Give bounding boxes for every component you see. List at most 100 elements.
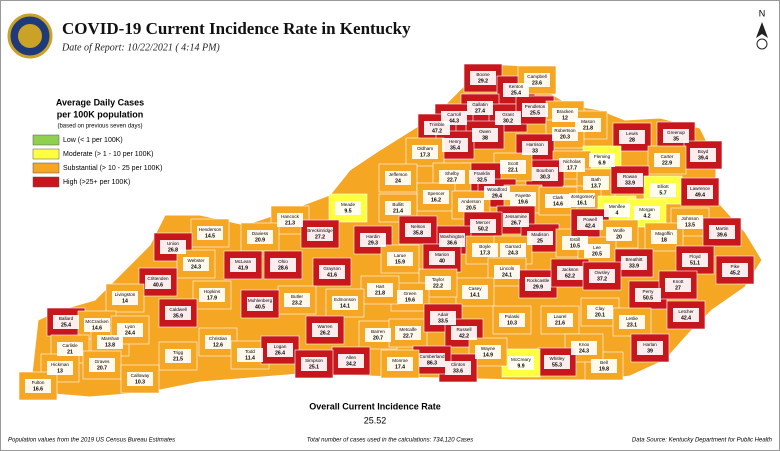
county-label-box [494,265,520,279]
county-rate: 28 [629,137,635,143]
county-name: Harrison [526,142,544,147]
county-label-box [525,277,551,291]
county-label-box [367,283,393,297]
county-name: Robertson [554,128,576,133]
county-label-box [267,343,293,357]
county-rate: 47.2 [432,128,442,134]
county-rate: 21.6 [555,320,565,326]
county-name: Nelson [411,224,426,229]
county-label-box [205,335,231,349]
county-label-box [587,305,613,319]
county-name: Jefferson [389,172,408,177]
county-label-box [583,176,609,190]
county-name: Greenup [667,130,685,135]
county-name: Union [167,241,179,246]
county-name: Warren [318,324,333,329]
county-name: Green [404,291,417,296]
county-label-box [430,311,456,325]
county-rate: 25 [537,238,543,244]
county-name: Metcalfe [399,327,417,332]
county-name: Grayson [323,266,341,271]
county-label-box [503,83,529,97]
county-name: McCreary [511,357,532,362]
county-name: Barren [371,329,385,334]
county-rate: 45.2 [730,270,740,276]
county-name: Marshall [101,336,118,341]
county-label-box [467,101,493,115]
county-label-box [405,223,431,237]
county-name: Washington [440,234,465,239]
county-rate: 36.6 [447,240,457,246]
county-name: Monroe [392,358,408,363]
county-name: Hickman [51,362,69,367]
county-rate: 29.4 [492,193,502,199]
summary-label: Overall Current Incidence Rate [309,401,441,411]
county-name: Spencer [427,191,445,196]
county-name: Lyon [125,324,135,329]
county-name: Owsley [594,270,610,275]
county-label-box [230,258,256,272]
county-label-box [117,323,143,337]
county-label-box [500,243,526,257]
county-label-box [589,153,615,167]
legend-label: Low (< 1 per 100K) [63,137,123,144]
county-rate: 21.8 [583,125,593,131]
county-label-box [663,129,689,143]
county-rate: 33.5 [438,318,448,324]
county-name: Bell [600,360,608,365]
county-label-box [472,128,498,142]
county-name: Woodford [487,187,507,192]
county-name: Russell [456,327,471,332]
county-name: Hart [376,284,385,289]
county-name: Fulton [32,380,45,385]
county-label-box [360,233,386,247]
county-label-box [247,230,273,244]
county-rate: 42.2 [459,333,469,339]
county-rate: 33.9 [625,180,635,186]
county-rate: 25.5 [530,110,540,116]
county-name: Todd [245,349,255,354]
county-name: Bullitt [392,202,404,207]
county-label-box [503,213,529,227]
county-rate: 22.9 [662,160,672,166]
county-rate: 10.5 [570,243,580,249]
county-rate: 19.6 [405,297,415,303]
county-label-box [508,356,534,370]
county-rate: 44.3 [449,118,459,124]
county-rate: 27.2 [315,234,325,240]
county-rate: 21.4 [393,208,403,214]
county-name: Boone [476,72,490,77]
county-rate: 35.9 [173,313,183,319]
county-label-box [112,291,138,305]
county-label-box [547,313,573,327]
county-label-box [584,244,610,258]
county-rate: 51.1 [690,260,700,266]
county-rate: 35.8 [413,230,423,236]
county-name: Garrard [505,244,521,249]
county-rate: 14 [122,298,128,304]
county-name: Lee [593,245,601,250]
county-label-box [395,326,421,340]
county-label-box [651,230,677,244]
county-label-box [472,243,498,257]
county-rate: 29.9 [533,284,543,290]
county-name: Carroll [447,112,461,117]
county-label-box [552,127,578,141]
county-rate: 16.2 [431,197,441,203]
legend-swatch [32,176,60,188]
county-rate: 26.4 [275,350,285,356]
county-label-box [619,315,645,329]
county-label-box [499,313,525,327]
county-rate: 20.3 [560,134,570,140]
county-label-box [439,233,465,247]
county-label-box [462,285,488,299]
county-rate: 12.6 [213,342,223,348]
county-name: Henderson [199,227,222,232]
county-name: Clinton [451,362,466,367]
county-rate: 21.3 [285,220,295,226]
counties: Boone29.2Kenton25.4Campbell23.6Gallatin2… [18,63,755,401]
county-name: Caldwell [169,307,186,312]
county-name: Letcher [678,309,694,314]
county-rate: 34.2 [346,361,356,367]
county-label-box [470,219,496,233]
